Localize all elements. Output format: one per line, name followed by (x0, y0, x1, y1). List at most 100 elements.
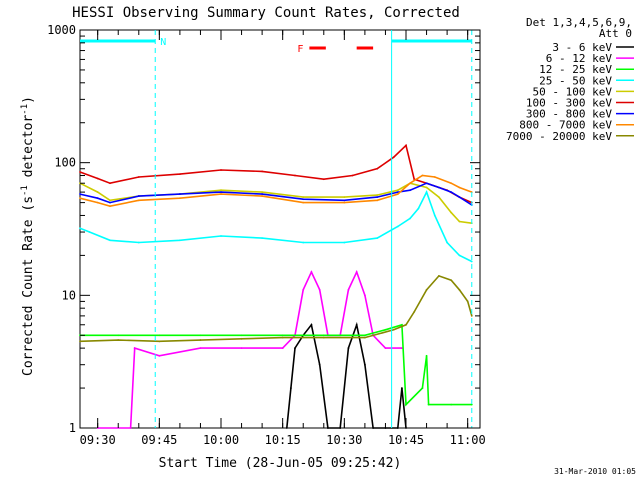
series-point (137, 176, 140, 178)
series-point (376, 196, 379, 199)
series-point (294, 174, 296, 177)
series-point (294, 347, 296, 350)
series-point (302, 241, 305, 244)
y-tick-label: 10 (62, 288, 76, 302)
y-label-part-1: Corrected Count Rate (s (21, 196, 36, 376)
series-point (376, 167, 379, 170)
series-point (458, 220, 461, 223)
series-point (396, 225, 399, 228)
series-point (458, 288, 461, 291)
series-point (405, 323, 407, 326)
series-point (137, 241, 140, 244)
series-point (240, 347, 243, 350)
series-point (318, 288, 321, 291)
series-point (289, 387, 292, 389)
series-point (129, 427, 132, 429)
series-point (199, 339, 202, 341)
series-point (396, 193, 399, 195)
series-point (355, 271, 358, 273)
series-point (400, 387, 403, 389)
legend-label: 25 - 50 keV (539, 74, 612, 87)
flare-label: F (297, 44, 303, 55)
series-point (425, 191, 428, 193)
series-point (351, 174, 354, 177)
plot-area (79, 29, 481, 429)
series-point (240, 337, 243, 340)
x-tick-label: 10:45 (388, 433, 424, 447)
series-point (322, 336, 325, 339)
series-point (405, 144, 407, 147)
series-point (425, 288, 428, 291)
series-point (409, 182, 412, 185)
series-point (109, 199, 111, 202)
series-point (326, 427, 329, 429)
series-point (79, 227, 81, 230)
series-point (450, 211, 453, 214)
series-point (261, 237, 264, 240)
series-point (261, 193, 264, 195)
series-point (318, 363, 321, 366)
series-point (392, 328, 395, 331)
series-point (220, 169, 222, 171)
x-tick-label: 09:45 (141, 433, 177, 447)
series-point (372, 427, 375, 429)
series-point (178, 173, 181, 176)
series-line (79, 174, 473, 208)
series-point (79, 197, 81, 200)
series-point (281, 334, 284, 337)
series-line (97, 269, 402, 429)
series-point (261, 195, 264, 197)
series-point (396, 191, 399, 193)
series-point (376, 194, 379, 196)
series-point (458, 186, 461, 189)
legend-label: 7000 - 20000 keV (506, 130, 612, 143)
series-point (285, 427, 288, 429)
series-point (220, 189, 222, 192)
legend-label: 3 - 6 keV (552, 41, 612, 54)
series-line (79, 190, 473, 263)
x-tick-label: 10:00 (203, 433, 239, 447)
series-point (199, 347, 202, 350)
series-point (158, 354, 161, 357)
series-point (322, 178, 325, 181)
series-point (220, 193, 222, 195)
series-line (286, 321, 407, 429)
series-point (450, 403, 453, 406)
series-point (413, 311, 416, 313)
series-point (117, 334, 120, 337)
series-point (302, 201, 305, 204)
series-point (425, 182, 428, 185)
series-point (343, 196, 346, 199)
series-point (363, 336, 366, 339)
series-point (261, 170, 264, 173)
series-point (446, 241, 449, 244)
series-point (405, 403, 407, 406)
series-point (470, 403, 473, 406)
series-point (450, 191, 453, 193)
series-point (178, 197, 181, 200)
series-point (117, 339, 120, 341)
series-point (322, 334, 325, 337)
series-point (409, 189, 412, 192)
series-point (96, 191, 99, 193)
series-point (396, 189, 399, 192)
series-point (433, 176, 436, 178)
legend-label: 300 - 800 keV (526, 108, 612, 121)
series-point (79, 193, 81, 195)
x-tick-label: 11:00 (450, 433, 486, 447)
series-point (392, 156, 395, 159)
series-point (158, 340, 161, 343)
y-label-sup-2: -1 (20, 104, 30, 115)
legend-header-line-2: Att 0 (599, 27, 632, 40)
series-point (417, 207, 420, 210)
series-point (355, 323, 358, 326)
series-point (339, 427, 342, 429)
series-point (199, 334, 202, 337)
series-point (343, 201, 346, 204)
series-point (409, 217, 412, 220)
series-point (450, 279, 453, 282)
series-point (302, 288, 305, 291)
series-point (400, 323, 403, 326)
series-layer (79, 143, 473, 429)
